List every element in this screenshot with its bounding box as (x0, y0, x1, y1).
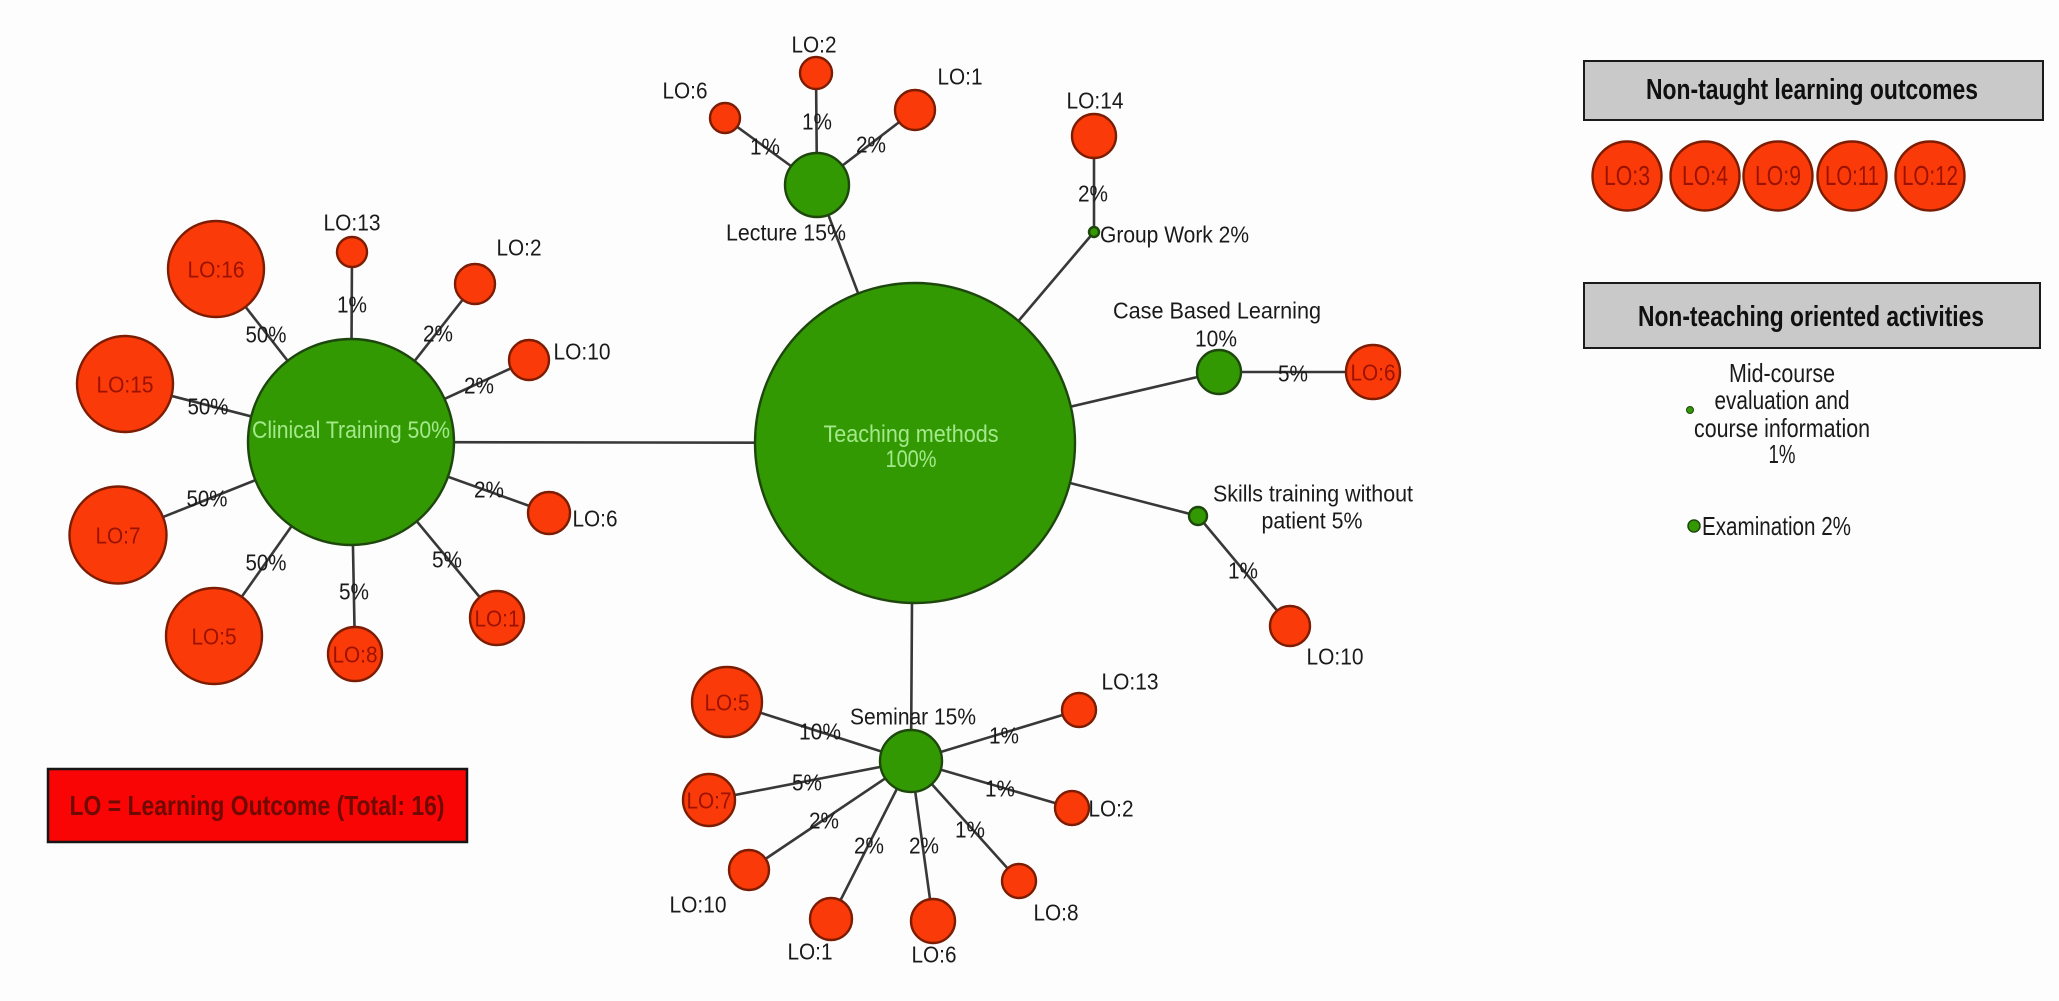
svg-text:LO:6: LO:6 (912, 941, 957, 967)
svg-text:LO:6: LO:6 (573, 505, 618, 531)
svg-text:50%: 50% (246, 321, 287, 347)
svg-text:LO:6: LO:6 (663, 77, 708, 103)
svg-text:LO = Learning Outcome (Total:: LO = Learning Outcome (Total: 16) (70, 790, 445, 821)
svg-text:Skills training without: Skills training without (1213, 480, 1413, 506)
svg-text:Case Based Learning: Case Based Learning (1113, 297, 1321, 323)
svg-text:LO:5: LO:5 (705, 689, 750, 715)
svg-text:LO:3: LO:3 (1604, 160, 1650, 191)
svg-text:LO:10: LO:10 (670, 891, 727, 917)
svg-text:2%: 2% (474, 476, 504, 502)
svg-text:1%: 1% (337, 291, 367, 317)
svg-text:Examination 2%: Examination 2% (1702, 511, 1851, 541)
svg-text:50%: 50% (188, 393, 229, 419)
svg-text:Non-teaching oriented activiti: Non-teaching oriented activities (1638, 301, 1984, 333)
svg-text:LO:6: LO:6 (1351, 359, 1396, 385)
svg-text:2%: 2% (809, 807, 839, 833)
svg-text:LO:9: LO:9 (1755, 160, 1801, 191)
svg-text:1%: 1% (1228, 557, 1258, 583)
svg-text:LO:1: LO:1 (475, 605, 520, 631)
svg-text:LO:13: LO:13 (1102, 668, 1159, 694)
svg-text:2%: 2% (856, 131, 886, 157)
svg-text:LO:10: LO:10 (554, 338, 611, 364)
svg-text:5%: 5% (1278, 360, 1308, 386)
svg-text:Group Work 2%: Group Work 2% (1100, 221, 1249, 247)
svg-text:Seminar 15%: Seminar 15% (850, 703, 976, 729)
svg-text:1%: 1% (1769, 439, 1796, 469)
svg-text:50%: 50% (246, 549, 287, 575)
svg-text:LO:13: LO:13 (324, 209, 381, 235)
svg-text:LO:2: LO:2 (1089, 795, 1134, 821)
svg-text:LO:1: LO:1 (788, 938, 833, 964)
svg-text:1%: 1% (750, 133, 780, 159)
svg-text:LO:10: LO:10 (1307, 643, 1364, 669)
svg-text:2%: 2% (1078, 180, 1108, 206)
svg-text:Lecture 15%: Lecture 15% (726, 219, 846, 245)
svg-text:1%: 1% (802, 108, 832, 134)
svg-text:Mid-course: Mid-course (1729, 358, 1835, 388)
svg-text:1%: 1% (955, 816, 985, 842)
svg-text:2%: 2% (854, 832, 884, 858)
svg-text:2%: 2% (464, 372, 494, 398)
svg-text:LO:2: LO:2 (792, 31, 837, 57)
svg-text:LO:2: LO:2 (497, 234, 542, 260)
svg-text:LO:15: LO:15 (97, 371, 154, 397)
svg-text:100%: 100% (886, 446, 937, 473)
svg-text:1%: 1% (985, 775, 1015, 801)
svg-text:LO:1: LO:1 (938, 63, 983, 89)
svg-text:LO:4: LO:4 (1682, 160, 1728, 191)
svg-text:patient 5%: patient 5% (1262, 507, 1363, 533)
svg-text:LO:5: LO:5 (192, 623, 237, 649)
svg-text:5%: 5% (792, 769, 822, 795)
svg-text:LO:14: LO:14 (1067, 87, 1124, 113)
svg-text:5%: 5% (432, 546, 462, 572)
svg-text:Clinical Training 50%: Clinical Training 50% (252, 417, 450, 444)
svg-text:2%: 2% (423, 320, 453, 346)
svg-text:1%: 1% (989, 722, 1019, 748)
svg-text:10%: 10% (799, 718, 841, 744)
svg-text:course information: course information (1694, 413, 1870, 443)
svg-text:10%: 10% (1195, 325, 1237, 351)
svg-text:2%: 2% (909, 832, 939, 858)
svg-text:evaluation and: evaluation and (1715, 385, 1850, 415)
svg-text:LO:7: LO:7 (96, 522, 141, 548)
svg-text:LO:16: LO:16 (188, 256, 245, 282)
svg-text:Teaching methods: Teaching methods (824, 421, 999, 448)
svg-text:5%: 5% (339, 578, 369, 604)
svg-text:LO:11: LO:11 (1825, 160, 1879, 191)
svg-text:LO:12: LO:12 (1902, 160, 1958, 191)
svg-text:LO:8: LO:8 (333, 641, 378, 667)
svg-text:LO:8: LO:8 (1034, 899, 1079, 925)
svg-text:LO:7: LO:7 (687, 787, 732, 813)
svg-text:50%: 50% (187, 485, 228, 511)
svg-text:Non-taught learning outcomes: Non-taught learning outcomes (1646, 74, 1978, 106)
